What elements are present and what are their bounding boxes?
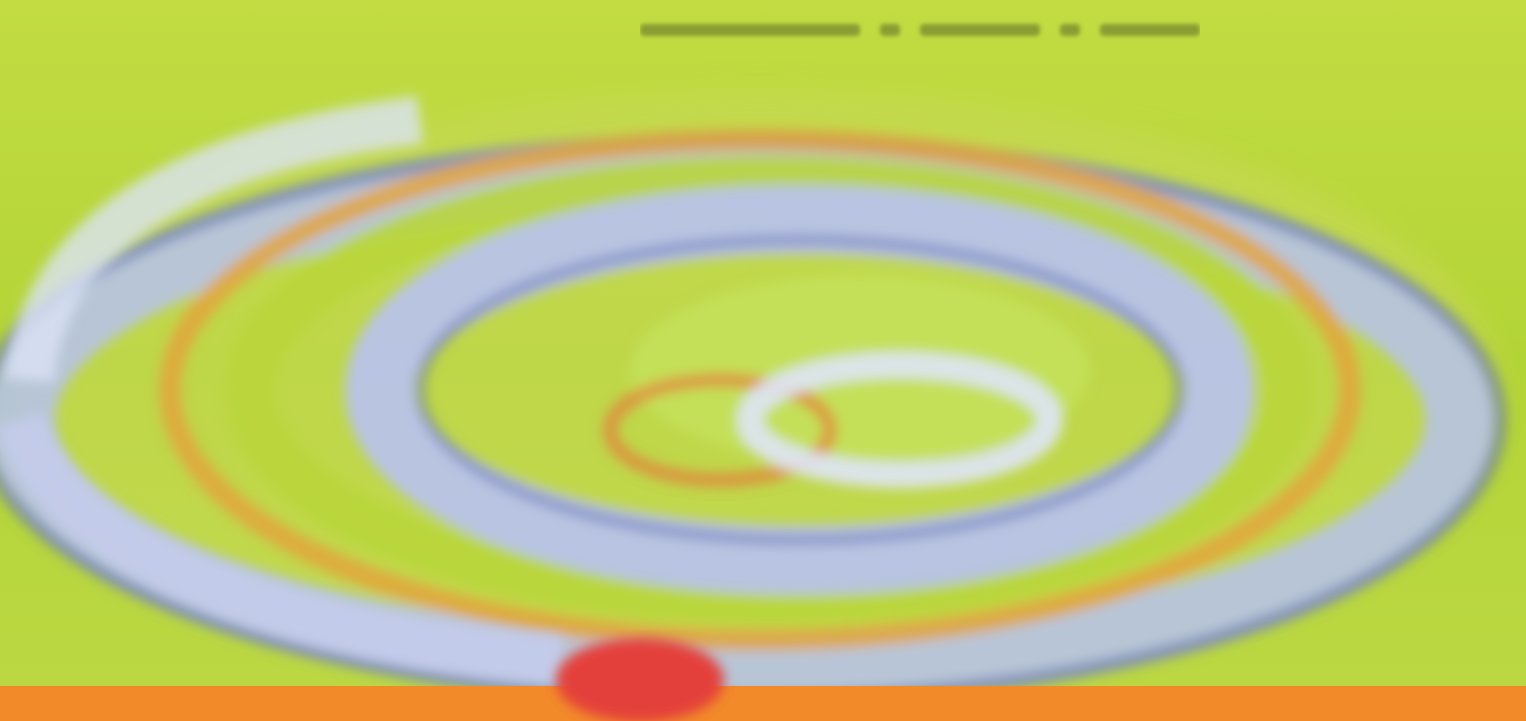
byline-smudge <box>640 24 860 36</box>
byline-smudge <box>1100 24 1200 36</box>
swirl-core-accent <box>603 373 837 487</box>
blurred-byline <box>640 14 1200 44</box>
byline-smudge <box>880 24 900 36</box>
swirl-ring-orange <box>159 129 1361 651</box>
swirl-rings <box>0 129 1507 707</box>
bottom-band <box>0 686 1526 721</box>
byline-smudge <box>920 24 1040 36</box>
byline-smudge <box>1060 24 1080 36</box>
left-wisp <box>0 96 562 685</box>
swirl-ring-inner <box>345 185 1255 595</box>
red-dot-icon <box>556 638 724 721</box>
